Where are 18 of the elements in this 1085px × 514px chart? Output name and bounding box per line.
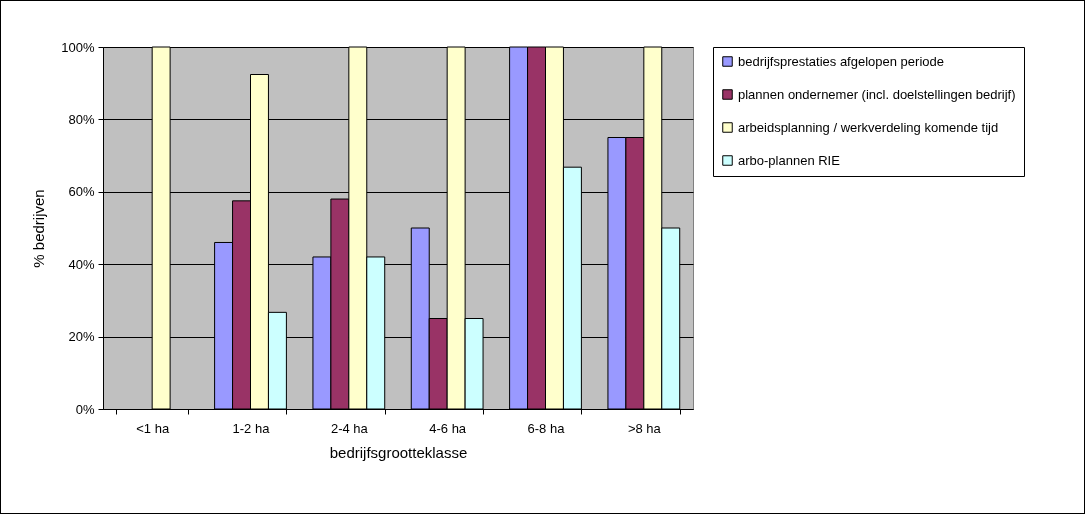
x-tick-label: >8 ha	[627, 420, 662, 436]
x-axis-title: bedrijfsgrootteklasse	[329, 443, 468, 461]
y-tick-label: 80%	[68, 111, 95, 127]
legend-label: bedrijfsprestaties afgelopen periode	[738, 53, 944, 69]
y-tick-label: 20%	[68, 329, 95, 345]
legend-label: plannen ondernemer (incl. doelstellingen bedrijf)	[738, 86, 1016, 102]
legend-label: arbo-plannen RIE	[738, 152, 841, 168]
y-tick-label: 60%	[68, 184, 95, 200]
x-tick-label: 6-8 ha	[527, 420, 566, 436]
x-tick-label: 4-6 ha	[429, 420, 467, 436]
x-tick-label: 2-4 ha	[330, 420, 369, 436]
y-axis-title: % bedrijven	[30, 189, 48, 268]
y-tick-label: 0%	[75, 401, 95, 417]
y-tick-label: 100%	[61, 39, 95, 55]
x-tick-label: <1 ha	[136, 420, 170, 436]
x-tick-label: 1-2 ha	[232, 420, 271, 436]
legend-label: arbeidsplanning / werkverdeling komende tijd	[738, 119, 999, 135]
y-tick-label: 40%	[68, 256, 95, 272]
